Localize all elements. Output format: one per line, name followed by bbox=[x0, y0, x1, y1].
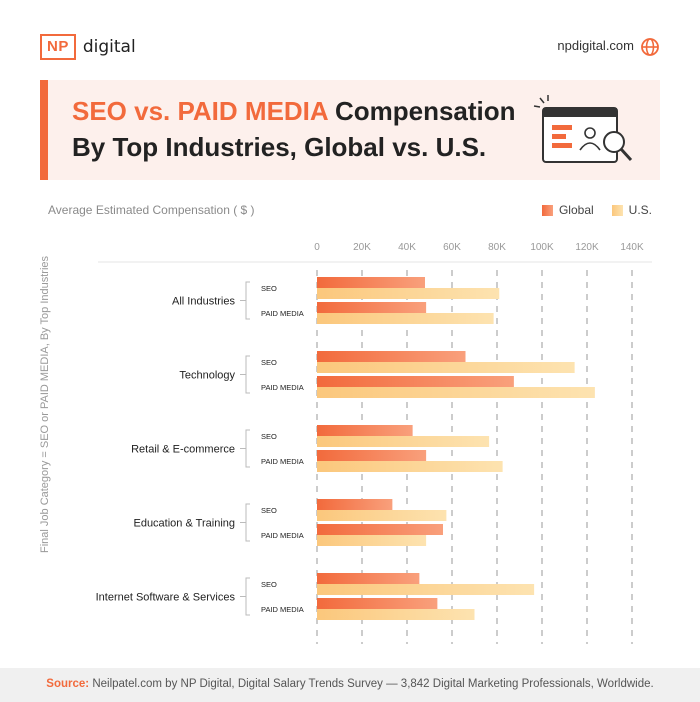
category-label: PAID MEDIA bbox=[261, 309, 304, 318]
category-label: SEO bbox=[261, 358, 277, 367]
bar-global bbox=[317, 499, 393, 510]
bar-us bbox=[317, 288, 500, 299]
category-label: SEO bbox=[261, 284, 277, 293]
industry-label: Technology bbox=[179, 370, 235, 382]
compensation-bar-chart: 0 20K 40K 60K 80K 100K 120K 140K All Industries… bbox=[96, 242, 652, 644]
x-tick-label: 140K bbox=[620, 242, 644, 253]
bar-us bbox=[317, 362, 575, 373]
bar-global bbox=[317, 302, 427, 313]
bar-us bbox=[317, 609, 475, 620]
bar-global bbox=[317, 598, 438, 609]
bar-global bbox=[317, 351, 466, 362]
x-tick-label: 60K bbox=[443, 242, 461, 253]
x-tick-label: 80K bbox=[488, 242, 506, 253]
page-title-line1: SEO vs. PAID MEDIA Compensation bbox=[72, 96, 516, 127]
bar-us bbox=[317, 387, 595, 398]
legend-global: Global bbox=[541, 203, 594, 217]
source-text: Neilpatel.com by NP Digital, Digital Sal… bbox=[92, 678, 654, 690]
group-bracket bbox=[245, 281, 250, 320]
industry-label: Retail & E-commerce bbox=[131, 444, 235, 456]
header: NP digital npdigital.com bbox=[40, 33, 660, 61]
bar-us bbox=[317, 584, 535, 595]
bar-us bbox=[317, 436, 490, 447]
legend-us-label: U.S. bbox=[628, 203, 652, 217]
page-title-line2: By Top Industries, Global vs. U.S. bbox=[72, 132, 487, 162]
bar-us bbox=[317, 461, 503, 472]
x-tick-label: 0 bbox=[314, 242, 320, 253]
category-label: PAID MEDIA bbox=[261, 605, 304, 614]
site-link[interactable]: npdigital.com bbox=[557, 38, 634, 53]
x-tick-label: 120K bbox=[575, 242, 599, 253]
category-label: PAID MEDIA bbox=[261, 383, 304, 392]
x-tick-label: 20K bbox=[353, 242, 371, 253]
bar-global bbox=[317, 425, 413, 436]
industry-label: All Industries bbox=[172, 296, 235, 308]
chart-legend: Global U.S. bbox=[541, 203, 652, 217]
bar-global bbox=[317, 277, 425, 288]
category-label: SEO bbox=[261, 580, 277, 589]
np-digital-logo[interactable]: NP digital bbox=[40, 33, 136, 61]
x-tick-label: 40K bbox=[398, 242, 416, 253]
category-label: SEO bbox=[261, 432, 277, 441]
globe-icon bbox=[641, 38, 659, 56]
source-label: Source: bbox=[46, 678, 90, 690]
title-banner: SEO vs. PAID MEDIA Compensation By Top I… bbox=[40, 80, 660, 180]
browser-search-illustration-icon bbox=[533, 95, 633, 163]
category-label: PAID MEDIA bbox=[261, 531, 304, 540]
bar-global bbox=[317, 450, 427, 461]
category-label: SEO bbox=[261, 506, 277, 515]
bar-global bbox=[317, 524, 443, 535]
industry-label: Education & Training bbox=[133, 518, 235, 530]
source-footer: Source: Neilpatel.com by NP Digital, Dig… bbox=[0, 668, 700, 702]
title-highlight: SEO vs. PAID MEDIA bbox=[72, 96, 328, 126]
logo-badge: NP bbox=[40, 34, 76, 60]
title-rest: Compensation bbox=[334, 96, 516, 126]
group-bracket bbox=[245, 429, 250, 468]
x-tick-label: 100K bbox=[530, 242, 554, 253]
bar-us bbox=[317, 313, 494, 324]
legend-us: U.S. bbox=[611, 203, 652, 217]
group-bracket bbox=[245, 503, 250, 542]
legend-us-swatch bbox=[611, 204, 623, 216]
legend-global-swatch bbox=[541, 204, 553, 216]
legend-global-label: Global bbox=[558, 203, 594, 217]
bar-us bbox=[317, 510, 447, 521]
group-bracket bbox=[245, 577, 250, 616]
group-bracket bbox=[245, 355, 250, 394]
bar-us bbox=[317, 535, 427, 546]
logo-text: digital bbox=[82, 37, 136, 57]
bar-global bbox=[317, 376, 514, 387]
banner-accent-bar bbox=[40, 80, 48, 180]
industry-label: Internet Software & Services bbox=[96, 592, 236, 604]
bar-global bbox=[317, 573, 420, 584]
category-label: PAID MEDIA bbox=[261, 457, 304, 466]
chart-title: Average Estimated Compensation ( $ ) bbox=[48, 203, 255, 217]
